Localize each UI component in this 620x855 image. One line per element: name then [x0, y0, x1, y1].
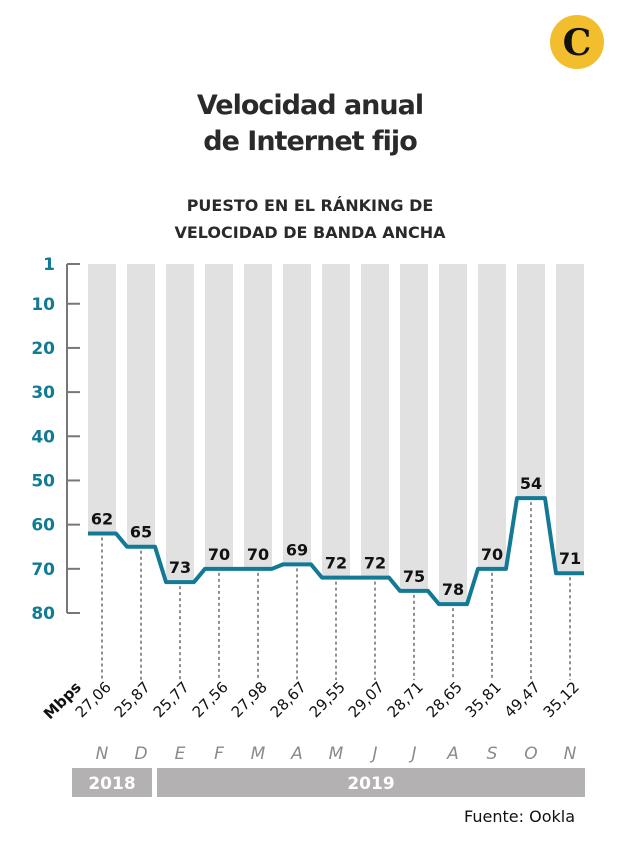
- y-tick-label: 30: [31, 383, 55, 403]
- rank-bar: [361, 264, 389, 578]
- month-label: M: [329, 744, 344, 764]
- speed-label: 35,12: [540, 678, 583, 721]
- year-band: [157, 768, 585, 797]
- month-label: J: [408, 744, 416, 764]
- data-label: 72: [325, 554, 347, 573]
- y-tick-label: 70: [31, 560, 55, 580]
- month-label: D: [134, 744, 147, 764]
- data-label: 70: [208, 545, 230, 564]
- rank-bar: [322, 264, 350, 578]
- speed-label: 35,81: [462, 678, 505, 721]
- logo-letter: C: [563, 22, 592, 64]
- rank-bar: [283, 264, 311, 565]
- year-label: 2019: [347, 774, 394, 794]
- month-label: N: [564, 744, 577, 764]
- speed-label: 29,55: [306, 678, 349, 721]
- month-label: J: [369, 744, 377, 764]
- data-label: 62: [91, 509, 113, 528]
- title-line-1: Velocidad anual: [197, 90, 423, 121]
- rank-bar: [439, 264, 467, 605]
- logo: C: [550, 15, 604, 69]
- rank-bar: [400, 264, 428, 591]
- rank-bar: [244, 264, 272, 569]
- data-label: 78: [442, 580, 464, 599]
- y-tick-label: 1: [43, 255, 55, 275]
- rank-bar: [88, 264, 116, 534]
- month-label: O: [524, 744, 537, 764]
- data-label: 65: [130, 523, 152, 542]
- rank-bar: [205, 264, 233, 569]
- rank-bar: [166, 264, 194, 583]
- data-label: 70: [481, 545, 503, 564]
- speed-label: 29,07: [345, 678, 388, 721]
- y-tick-label: 50: [31, 471, 55, 491]
- month-label: M: [251, 744, 266, 764]
- y-tick-label: 20: [31, 339, 55, 359]
- y-tick-label: 40: [31, 427, 55, 447]
- month-label: A: [290, 744, 303, 764]
- rank-bar: [478, 264, 506, 569]
- year-label: 2018: [88, 774, 135, 794]
- speed-label: 27,98: [228, 678, 271, 721]
- speed-label: 28,65: [423, 678, 466, 721]
- month-label: E: [175, 744, 186, 764]
- data-label: 71: [559, 549, 581, 568]
- plot-area: 110203040506070806227,06N6525,87D7325,77…: [31, 255, 585, 797]
- y-tick-label: 60: [31, 516, 55, 536]
- data-label: 73: [169, 558, 191, 577]
- month-label: N: [96, 744, 109, 764]
- month-label: F: [214, 744, 224, 764]
- data-label: 69: [286, 540, 308, 559]
- logo-circle: [550, 15, 604, 69]
- title-line-2: de Internet fijo: [203, 126, 417, 157]
- speed-label: 27,56: [189, 678, 232, 721]
- data-label: 72: [364, 554, 386, 573]
- rank-bar: [127, 264, 155, 547]
- y-tick-label: 80: [31, 604, 55, 624]
- data-label: 70: [247, 545, 269, 564]
- subtitle-line-2: VELOCIDAD DE BANDA ANCHA: [174, 223, 446, 242]
- speed-label: 25,87: [111, 678, 154, 721]
- source-note: Fuente: Ookla: [464, 807, 575, 826]
- month-label: A: [446, 744, 459, 764]
- subtitle-line-1: PUESTO EN EL RÁNKING DE: [187, 196, 434, 215]
- speed-label: 28,71: [384, 678, 427, 721]
- year-band: [72, 768, 152, 797]
- speed-label: 25,77: [150, 678, 193, 721]
- rank-bar: [517, 264, 545, 499]
- y-tick-label: 10: [31, 295, 55, 315]
- speed-label: 28,67: [267, 678, 310, 721]
- rank-line: [88, 496, 584, 607]
- month-label: S: [487, 744, 498, 764]
- data-label: 54: [520, 474, 542, 493]
- rank-bar: [556, 264, 584, 574]
- speed-label: 49,47: [501, 678, 544, 721]
- data-label: 75: [403, 567, 425, 586]
